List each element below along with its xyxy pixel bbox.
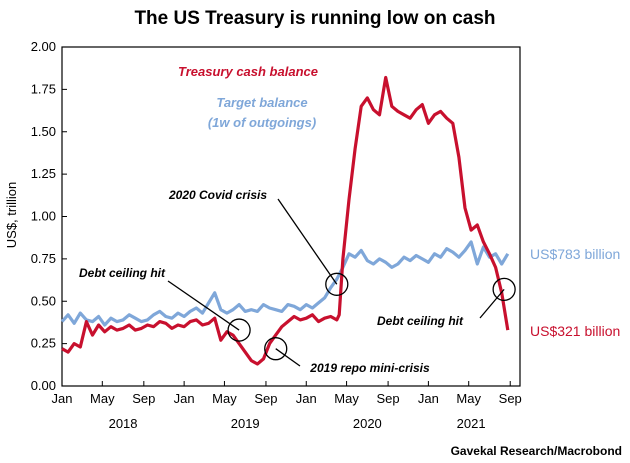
x-tick-label: May (334, 391, 359, 406)
annotation-leader (275, 348, 301, 367)
annotation-leader (167, 280, 240, 331)
y-tick-label: 0.75 (31, 251, 56, 266)
annotation-label: 2020 Covid crisis (168, 188, 267, 202)
series-layer (60, 75, 510, 366)
x-tick-label: May (456, 391, 481, 406)
y-tick-label: 0.00 (31, 378, 56, 393)
x-tick-label: Sep (377, 391, 400, 406)
annotation-layer: Debt ceiling hit 2019 repo mini-crisis 202… (79, 188, 516, 375)
x-year-label: 2018 (109, 416, 138, 431)
x-tick-label: Jan (296, 391, 317, 406)
x-tick-label: Jan (52, 391, 73, 406)
y-tick-label: 0.25 (31, 336, 56, 351)
x-year-label: 2019 (231, 416, 260, 431)
x-tick-label: Sep (132, 391, 155, 406)
legend-target-balance-sub: (1w of outgoings) (208, 115, 316, 130)
annotation-leader (277, 198, 338, 285)
y-tick-label: 1.25 (31, 166, 56, 181)
annotation-circle (227, 318, 251, 342)
y-tick-label: 2.00 (31, 39, 56, 54)
y-tick-label: 1.00 (31, 209, 56, 224)
annotation-circle (325, 272, 349, 296)
annotation-label: Debt ceiling hit (377, 314, 464, 328)
x-year-label: 2021 (457, 416, 486, 431)
x-tick-label: May (90, 391, 115, 406)
source-note: Gavekal Research/Macrobond (451, 444, 622, 458)
y-tick-label: 0.50 (31, 293, 56, 308)
x-tick-label: Sep (499, 391, 522, 406)
y-tick-label: 1.50 (31, 124, 56, 139)
series-line-target-balance (60, 240, 510, 327)
x-tick-label: May (212, 391, 237, 406)
legend-treasury-cash: Treasury cash balance (178, 64, 318, 79)
annotation-leader (479, 288, 505, 319)
end-label-target: US$783 billion (530, 246, 620, 262)
y-axis-label: US$, trillion (4, 182, 19, 248)
y-tick-label: 1.75 (31, 81, 56, 96)
annotation-circle (264, 337, 288, 361)
x-tick-label: Jan (174, 391, 195, 406)
legend-target-balance: Target balance (216, 95, 307, 110)
x-tick-label: Jan (418, 391, 439, 406)
x-year-label: 2020 (353, 416, 382, 431)
chart-title: The US Treasury is running low on cash (134, 8, 495, 29)
annotation-circle (492, 277, 516, 302)
axes: 0.00 0.25 0.50 0.75 1.00 1.25 1.50 1.75 2.00 Jan M… (31, 39, 522, 431)
annotation-label: Debt ceiling hit (79, 266, 166, 280)
annotation-label: 2019 repo mini-crisis (309, 361, 430, 375)
end-label-treasury: US$321 billion (530, 323, 620, 339)
series-line-treasury-cash (61, 75, 510, 366)
x-tick-label: Sep (254, 391, 277, 406)
